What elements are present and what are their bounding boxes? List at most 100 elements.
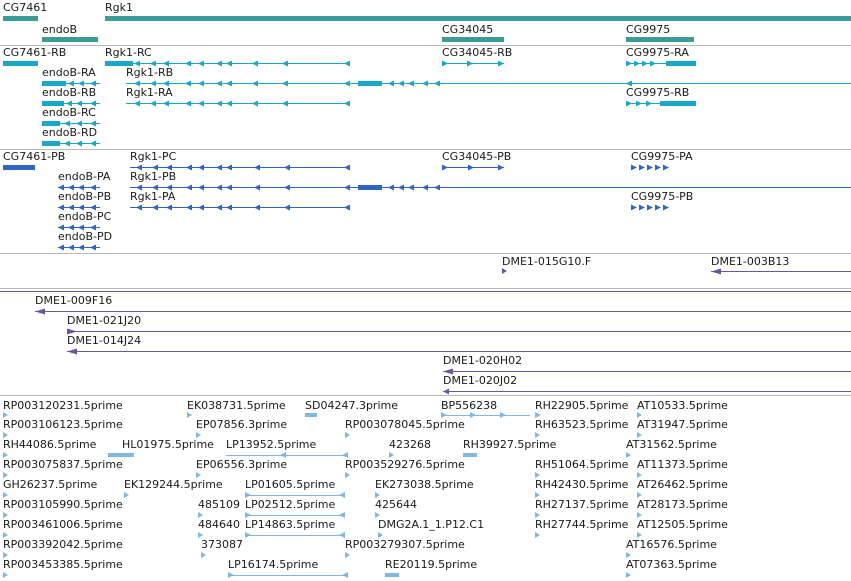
feature-label[interactable]: endoB-RC	[42, 106, 96, 119]
feature-label[interactable]: endoB-PC	[58, 210, 112, 223]
feature-label[interactable]: CG9975-RB	[626, 86, 690, 99]
feature-label[interactable]: endoB-RB	[42, 86, 97, 99]
feature-label[interactable]: DME1-014J24	[67, 334, 142, 347]
track-divider	[0, 395, 851, 396]
feature-label[interactable]: Rgk1-PB	[130, 170, 177, 183]
feature-label[interactable]: RH27744.5prime	[535, 518, 629, 531]
feature-label[interactable]: RP003105990.5prime	[3, 498, 123, 511]
feature-label[interactable]: RH22905.5prime	[535, 399, 629, 412]
gene-bar[interactable]	[442, 37, 504, 42]
feature-label[interactable]: DMG2A.1_1.P12.C1	[378, 518, 485, 531]
feature-label[interactable]: LP16174.5prime	[228, 558, 319, 571]
feature-label[interactable]: Rgk1-PA	[130, 190, 176, 203]
feature-label[interactable]: RP003529276.5prime	[345, 458, 465, 471]
feature-label[interactable]: CG7461-PB	[3, 150, 66, 163]
feature-label[interactable]: CG9975-PB	[631, 190, 694, 203]
feature-label[interactable]: EK129244.5prime	[124, 478, 223, 491]
feature-label[interactable]: LP02512.5prime	[245, 498, 336, 511]
feature-label[interactable]: AT16576.5prime	[626, 538, 717, 551]
feature-label[interactable]: 373087	[201, 538, 243, 551]
feature-label[interactable]: endoB-RA	[42, 66, 96, 79]
feature-label[interactable]: endoB-RD	[42, 126, 98, 139]
feature-label[interactable]: Rgk1-RC	[105, 46, 152, 59]
gene-bar[interactable]	[42, 37, 98, 42]
feature-label[interactable]: HL01975.5prime	[122, 438, 214, 451]
feature-label[interactable]: DME1-020H02	[443, 354, 523, 367]
track-divider	[0, 253, 851, 254]
feature-label[interactable]: DME1-003B13	[711, 255, 790, 268]
feature-label[interactable]: RP003078045.5prime	[345, 418, 465, 431]
track-divider	[0, 45, 851, 46]
feature-label[interactable]: AT31562.5prime	[626, 438, 717, 451]
feature-label[interactable]: EK038731.5prime	[187, 399, 286, 412]
feature-label[interactable]: DME1-021J20	[67, 314, 142, 327]
exon-markers	[134, 60, 350, 67]
feature-label[interactable]: RH44086.5prime	[3, 438, 97, 451]
feature-label[interactable]: endoB-PA	[58, 170, 111, 183]
feature-label[interactable]: LP01605.5prime	[245, 478, 336, 491]
track-divider	[0, 149, 851, 150]
feature-label[interactable]: SD04247.3prime	[305, 399, 398, 412]
feature-label[interactable]: RP003453385.5prime	[3, 558, 123, 571]
feature-label[interactable]: 425644	[375, 498, 417, 511]
feature-label[interactable]: AT31947.5prime	[637, 418, 728, 431]
feature-label[interactable]: RP003279307.5prime	[345, 538, 465, 551]
feature-label[interactable]: CG7461-RB	[3, 46, 67, 59]
feature-label[interactable]: AT11373.5prime	[637, 458, 728, 471]
feature-label[interactable]: RH42430.5prime	[535, 478, 629, 491]
feature-label[interactable]: EP07856.3prime	[196, 418, 288, 431]
gene-bar[interactable]	[3, 16, 38, 21]
feature-label[interactable]: Rgk1-PC	[130, 150, 177, 163]
feature-label[interactable]: AT26462.5prime	[637, 478, 728, 491]
transcript-exon	[105, 61, 133, 66]
clone-glyphs-b	[0, 291, 851, 395]
feature-label[interactable]: endoB-PB	[58, 190, 112, 203]
feature-label[interactable]: AT10533.5prime	[637, 399, 728, 412]
transcript-exon	[3, 61, 38, 66]
feature-label[interactable]: RH27137.5prime	[535, 498, 629, 511]
feature-label[interactable]: CG34045-PB	[442, 150, 512, 163]
feature-label[interactable]: RH39927.5prime	[463, 438, 557, 451]
track-divider	[0, 288, 851, 289]
feature-label[interactable]: GH26237.5prime	[3, 478, 98, 491]
feature-label[interactable]: AT12505.5prime	[637, 518, 728, 531]
gene-bar[interactable]	[105, 16, 851, 21]
feature-label[interactable]: CG7461	[3, 1, 48, 14]
feature-label[interactable]: RP003120231.5prime	[3, 399, 123, 412]
feature-label[interactable]: BP556238	[441, 399, 498, 412]
feature-label[interactable]: EK273038.5prime	[375, 478, 474, 491]
feature-label[interactable]: Rgk1	[105, 1, 133, 14]
feature-label[interactable]: endoB	[42, 23, 77, 36]
feature-label[interactable]: EP06556.3prime	[196, 458, 288, 471]
feature-label[interactable]: 423268	[389, 438, 431, 451]
feature-label[interactable]: CG9975-PA	[631, 150, 693, 163]
feature-label[interactable]: RE20119.5prime	[385, 558, 478, 571]
feature-label[interactable]: RH51064.5prime	[535, 458, 629, 471]
feature-label[interactable]: AT28173.5prime	[637, 498, 728, 511]
feature-label[interactable]: endoB-PD	[58, 230, 113, 243]
feature-label[interactable]: CG9975-RA	[626, 46, 689, 59]
feature-label[interactable]: Rgk1-RB	[126, 66, 174, 79]
feature-label[interactable]: DME1-015G10.F	[502, 255, 592, 268]
feature-label[interactable]: LP14863.5prime	[245, 518, 336, 531]
protein-glyphs	[3, 164, 851, 251]
feature-label[interactable]: CG34045-RB	[442, 46, 513, 59]
feature-label[interactable]: AT07363.5prime	[626, 558, 717, 571]
feature-label[interactable]: 485109	[198, 498, 240, 511]
feature-label[interactable]: LP13952.5prime	[226, 438, 317, 451]
feature-label[interactable]: RH63523.5prime	[535, 418, 629, 431]
feature-label[interactable]: CG9975	[626, 23, 671, 36]
feature-label[interactable]: RP003075837.5prime	[3, 458, 123, 471]
feature-label[interactable]: 484640	[198, 518, 240, 531]
gene-bar[interactable]	[626, 37, 694, 42]
feature-label[interactable]: RP003392042.5prime	[3, 538, 123, 551]
feature-label[interactable]: DME1-020J02	[443, 374, 518, 387]
feature-label[interactable]: RP003461006.5prime	[3, 518, 123, 531]
feature-label[interactable]: Rgk1-RA	[126, 86, 173, 99]
feature-label[interactable]: RP003106123.5prime	[3, 418, 123, 431]
feature-label[interactable]: DME1-009F16	[35, 294, 113, 307]
transcript-glyphs	[3, 60, 851, 147]
feature-label[interactable]: CG34045	[442, 23, 494, 36]
